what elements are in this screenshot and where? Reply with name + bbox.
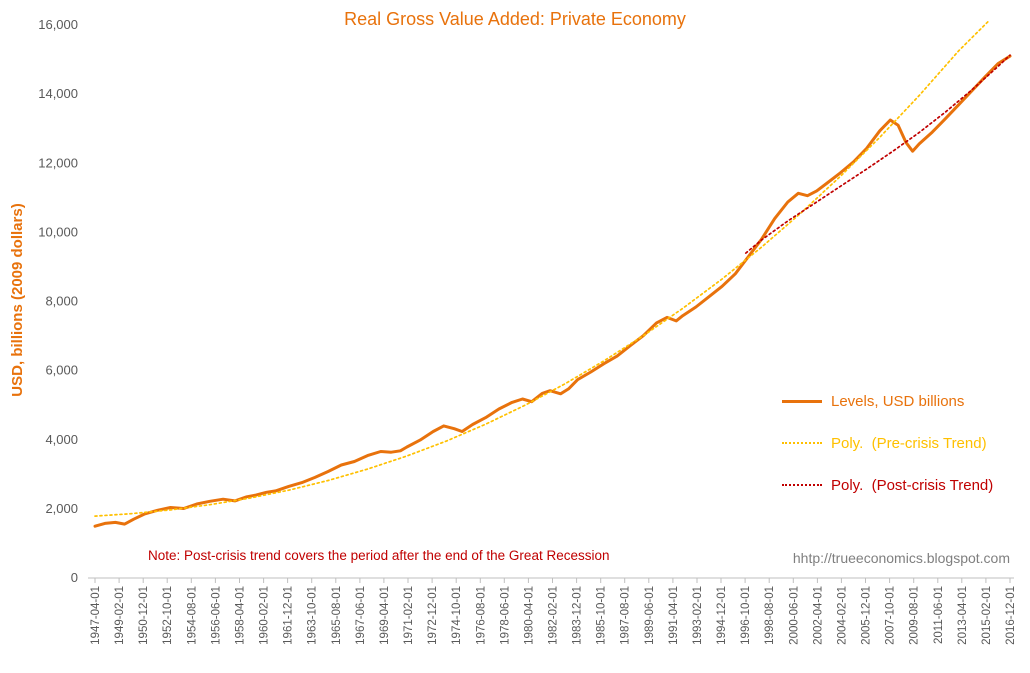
chart-title: Real Gross Value Added: Private Economy bbox=[344, 9, 686, 29]
x-axis-tick-label: 2011-06-01 bbox=[933, 586, 945, 644]
x-axis-tick-label: 1961-12-01 bbox=[283, 586, 295, 645]
legend-item-pre-crisis-trend: Poly. (Pre-crisis Trend) bbox=[782, 434, 993, 452]
legend-label-levels: Levels, USD billions bbox=[831, 392, 965, 410]
legend-label-post-crisis-trend: Poly. (Post-crisis Trend) bbox=[831, 476, 994, 494]
y-axis-tick-label: 4,000 bbox=[45, 432, 78, 447]
x-axis-tick-label: 2000-06-01 bbox=[788, 586, 800, 645]
legend-line-sample-pre-crisis-trend bbox=[782, 442, 822, 444]
x-axis-tick-label: 1952-10-01 bbox=[162, 586, 174, 645]
x-axis-tick-label: 1947-04-01 bbox=[90, 586, 102, 645]
levels-line bbox=[93, 54, 1012, 528]
x-axis-tick-label: 2009-08-01 bbox=[909, 586, 921, 645]
chart-note: Note: Post-crisis trend covers the perio… bbox=[148, 548, 610, 563]
x-axis-tick-label: 1969-04-01 bbox=[379, 586, 391, 645]
legend-line-sample-levels bbox=[782, 399, 822, 403]
x-axis-tick-label: 1994-12-01 bbox=[716, 586, 728, 645]
y-axis-tick-label: 16,000 bbox=[38, 17, 78, 32]
x-axis-tick-label: 1982-02-01 bbox=[548, 586, 560, 645]
x-axis-tick-label: 2016-12-01 bbox=[1005, 586, 1017, 645]
x-axis-tick-label: 1987-08-01 bbox=[620, 586, 632, 645]
x-axis-tick-label: 2002-04-01 bbox=[812, 586, 824, 645]
legend-item-post-crisis-trend: Poly. (Post-crisis Trend) bbox=[782, 476, 993, 494]
x-axis-tick-label: 1989-06-01 bbox=[644, 586, 656, 645]
y-axis-title: USD, billions (2009 dollars) bbox=[9, 203, 26, 396]
x-axis-tick-label: 1956-06-01 bbox=[210, 586, 222, 645]
legend-label-pre-crisis-trend: Poly. (Pre-crisis Trend) bbox=[831, 434, 987, 452]
x-axis-tick-label: 1993-02-01 bbox=[692, 586, 704, 645]
x-axis-tick-label: 1958-04-01 bbox=[235, 586, 247, 645]
x-axis-tick-label: 1965-08-01 bbox=[331, 586, 343, 645]
x-axis-tick-label: 2007-10-01 bbox=[885, 586, 897, 645]
x-axis-tick-label: 2015-02-01 bbox=[981, 586, 993, 645]
x-axis-tick-label: 1949-02-01 bbox=[114, 586, 126, 645]
legend-item-levels: Levels, USD billions bbox=[782, 392, 993, 410]
x-axis-tick-label: 1991-04-01 bbox=[668, 586, 680, 645]
y-axis-tick-label: 0 bbox=[71, 570, 78, 585]
y-axis-tick-label: 14,000 bbox=[38, 86, 78, 101]
y-axis-tick-label: 12,000 bbox=[38, 155, 78, 170]
x-axis-tick-label: 1985-10-01 bbox=[596, 586, 608, 645]
source-url: hhtp://trueeconomics.blogspot.com bbox=[792, 550, 1010, 566]
x-axis-tick-label: 2013-04-01 bbox=[957, 586, 969, 645]
x-axis-tick-label: 2004-02-01 bbox=[836, 586, 848, 645]
x-axis-tick-label: 1980-04-01 bbox=[523, 586, 535, 645]
x-axis-tick-label: 1960-02-01 bbox=[259, 586, 271, 645]
x-axis-tick-label: 1974-10-01 bbox=[451, 586, 463, 645]
x-axis-tick-label: 1950-12-01 bbox=[138, 586, 150, 645]
pre-crisis-trend-line bbox=[94, 20, 990, 517]
y-axis-tick-label: 2,000 bbox=[45, 501, 78, 516]
x-axis-tick-label: 2005-12-01 bbox=[861, 586, 873, 645]
x-axis-tick-label: 1971-02-01 bbox=[403, 586, 415, 645]
legend-line-sample-post-crisis-trend bbox=[782, 484, 822, 486]
y-axis-tick-label: 8,000 bbox=[45, 294, 78, 309]
post-crisis-trend-line bbox=[744, 54, 1011, 254]
y-axis-tick-label: 6,000 bbox=[45, 363, 78, 378]
x-axis-tick-label: 1972-12-01 bbox=[427, 586, 439, 645]
y-axis-tick-label: 10,000 bbox=[38, 224, 78, 239]
x-axis-tick-label: 1983-12-01 bbox=[572, 586, 584, 645]
x-axis-tick-label: 1996-10-01 bbox=[740, 586, 752, 645]
x-axis-tick-label: 1967-06-01 bbox=[355, 586, 367, 645]
chart-legend: Levels, USD billions Poly. (Pre-crisis T… bbox=[782, 392, 993, 518]
x-axis-tick-label: 1976-08-01 bbox=[475, 586, 487, 645]
x-axis-tick-label: 1954-08-01 bbox=[186, 586, 198, 645]
x-axis-tick-label: 1978-06-01 bbox=[499, 586, 511, 645]
x-axis-tick-label: 1998-08-01 bbox=[764, 586, 776, 645]
x-axis-tick-label: 1963-10-01 bbox=[307, 586, 319, 645]
